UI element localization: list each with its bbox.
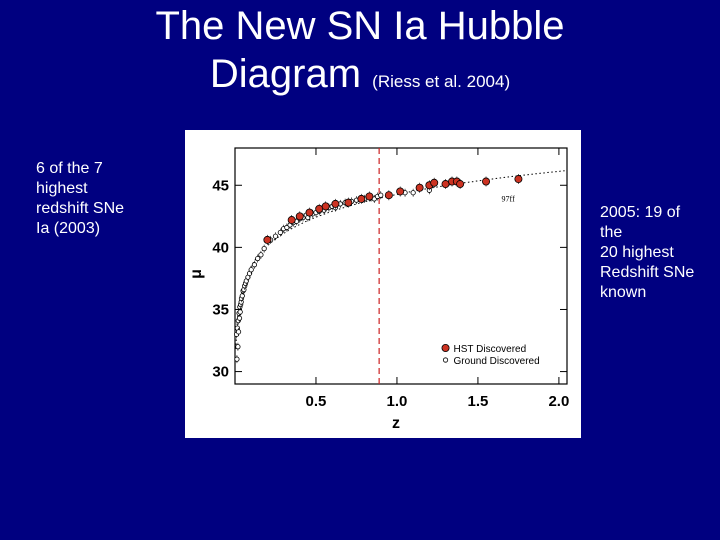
- hst-discovered-point: [482, 177, 491, 186]
- hubble-diagram: 0.5 1.0 1.5 2.0 30 35 40 45 z μ 97ff HST Discovered…: [188, 147, 569, 432]
- y-tick-label: 35: [212, 301, 229, 318]
- legend-hst-label: HST Discovered: [454, 344, 527, 355]
- hst-discovered-point: [321, 202, 330, 211]
- hst-discovered-point: [396, 187, 405, 196]
- x-axis-label: z: [392, 415, 400, 432]
- y-tick-label: 45: [212, 177, 229, 194]
- hst-discovered-point: [514, 175, 523, 184]
- hst-discovered-point: [456, 180, 465, 189]
- ground-discovered-point: [236, 315, 243, 321]
- ground-discovered-point: [272, 233, 279, 239]
- legend-ground-label: Ground Discovered: [454, 356, 540, 367]
- ground-discovered-point: [378, 192, 384, 198]
- right-note-line: Redshift SNe: [600, 264, 695, 281]
- hst-discovered-point: [305, 208, 314, 217]
- ground-discovered-point: [261, 246, 267, 252]
- hst-discovered-point: [263, 235, 272, 244]
- title-citation: (Riess et al. 2004): [372, 72, 511, 91]
- hst-discovered-point: [365, 192, 374, 201]
- legend-hst-marker: [441, 343, 450, 352]
- left-note-line: highest: [36, 180, 88, 197]
- ground-discovered-point: [255, 255, 261, 262]
- y-tick-label: 30: [212, 364, 229, 381]
- right-note-line: the: [600, 224, 623, 241]
- title-text-line2: Diagram: [209, 52, 362, 96]
- hst-discovered-point: [344, 198, 353, 207]
- hst-discovered-point: [357, 194, 366, 203]
- ground-discovered-point: [235, 329, 242, 335]
- plot-frame: [234, 147, 568, 385]
- right-note-line: known: [600, 284, 647, 301]
- annotation-label: 97ff: [502, 195, 516, 204]
- ground-discovered-point: [239, 293, 245, 299]
- ground-discovered-point: [248, 267, 254, 273]
- x-tick-label: 2.0: [548, 393, 569, 410]
- left-note-line: 6 of the 7: [36, 160, 103, 177]
- hst-discovered-point: [415, 183, 424, 192]
- slide-title-line1: The New SN Ia Hubble: [0, 4, 720, 48]
- hst-discovered-point: [384, 191, 393, 200]
- y-tick-label: 40: [212, 239, 229, 256]
- right-note: 2005: 19 of the 20 highest Redshift SNe …: [600, 203, 710, 303]
- ground-discovered-point: [251, 262, 258, 268]
- ground-discovered-point: [258, 252, 264, 258]
- right-note-line: 20 highest: [600, 244, 674, 261]
- ground-discovered-point: [235, 344, 241, 350]
- y-axis-label: μ: [188, 269, 205, 279]
- left-note-line: Ia (2003): [36, 220, 101, 237]
- ground-discovered-point: [237, 309, 243, 315]
- ground-discovered-point: [234, 356, 240, 362]
- title-text-line1: The New SN Ia Hubble: [155, 4, 565, 48]
- x-tick-label: 1.5: [467, 393, 488, 410]
- ground-discovered-point: [410, 190, 416, 196]
- x-tick-label: 1.0: [387, 393, 408, 410]
- hst-discovered-point: [430, 178, 439, 187]
- ground-discovered-point: [277, 229, 283, 236]
- left-note: 6 of the 7 highest redshift SNe Ia (2003…: [36, 159, 156, 239]
- hst-discovered-point: [331, 199, 340, 208]
- x-tick-label: 0.5: [306, 393, 327, 410]
- legend-ground-marker: [442, 357, 449, 363]
- slide-title-line2: Diagram (Riess et al. 2004): [0, 52, 720, 104]
- hst-discovered-point: [295, 212, 304, 221]
- chart-panel: 0.5 1.0 1.5 2.0 30 35 40 45 z μ 97ff HST Discovered…: [185, 130, 581, 438]
- model-curve: [235, 170, 567, 349]
- right-note-line: 2005: 19 of: [600, 204, 681, 221]
- left-note-line: redshift SNe: [36, 200, 125, 217]
- hst-discovered-point: [287, 216, 296, 225]
